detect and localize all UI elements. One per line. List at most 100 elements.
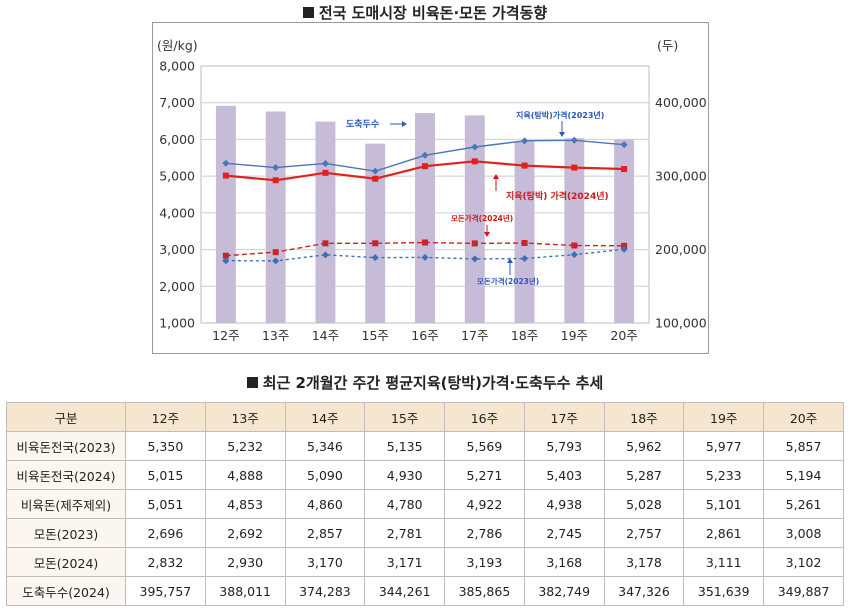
title-bullet-icon (302, 7, 314, 18)
marker-meat2024 (222, 172, 229, 179)
table-cell: 5,287 (603, 460, 685, 490)
x-axis-tick-label: 17주 (461, 328, 488, 343)
table-cell: 5,101 (683, 489, 765, 519)
x-axis-tick-label: 20주 (610, 328, 637, 343)
marker-sow2023 (620, 245, 628, 253)
table-cell: 2,745 (523, 518, 605, 548)
price-chart: 1,000 2,000 3,000 4,000 5,000 6,000 7,000 8,000… (157, 38, 707, 343)
chart-panel: 1,000 2,000 3,000 4,000 5,000 6,000 7,000 8,000… (152, 22, 709, 354)
table-cell: 4,853 (204, 489, 286, 519)
table-cell: 5,962 (603, 431, 685, 461)
marker-meat2023 (321, 159, 329, 167)
table-cell: 382,749 (523, 576, 605, 606)
table-body: 비육돈전국(2023) 5,350 5,232 5,346 5,135 5,569 5,79… (6, 431, 844, 606)
table-cell: 3,102 (763, 547, 844, 577)
table-row-label: 비육돈전국(2023) (6, 431, 126, 461)
marker-sow2023 (222, 257, 230, 265)
marker-sow2023 (371, 254, 379, 262)
table-cell: 5,194 (763, 460, 844, 490)
table-cell: 349,887 (763, 576, 844, 606)
table-row-label: 모돈(2023) (6, 518, 126, 548)
table-cell: 2,832 (125, 547, 206, 577)
left-axis-unit: (원/kg) (157, 38, 198, 53)
right-axis-tick-label: 400,000 (655, 95, 707, 110)
table-cell: 2,757 (603, 518, 685, 548)
table-cell: 4,888 (204, 460, 286, 490)
table-cell: 3,171 (364, 547, 446, 577)
annotation-arrow-head (559, 132, 565, 137)
table-header-week: 14주 (284, 402, 366, 432)
marker-meat2024 (322, 169, 329, 176)
left-axis-tick-label: 3,000 (159, 242, 195, 257)
left-axis-tick-label: 8,000 (159, 59, 195, 74)
table-cell: 5,232 (204, 431, 286, 461)
table-row: 비육돈전국(2024) 5,015 4,888 5,090 4,930 5,271 5,40… (6, 460, 844, 490)
table-header-category: 구분 (6, 402, 126, 432)
marker-meat2023 (471, 143, 479, 151)
table-header-week: 19주 (683, 402, 765, 432)
bar-slaughter (464, 115, 485, 324)
marker-meat2023 (421, 151, 429, 159)
table-header-week: 16주 (444, 402, 525, 432)
table-cell: 2,692 (204, 518, 286, 548)
marker-sow2023 (272, 257, 280, 265)
table-cell: 3,170 (284, 547, 366, 577)
table-cell: 385,865 (444, 576, 525, 606)
table-cell: 4,938 (523, 489, 605, 519)
table-cell: 3,168 (523, 547, 605, 577)
table-cell: 4,922 (444, 489, 525, 519)
table-header-week: 17주 (523, 402, 605, 432)
annotation-meat2024: 지육(탕박) 가격(2024년) (506, 190, 609, 202)
table-row-label: 도축두수(2024) (6, 576, 126, 606)
marker-sow2024 (471, 240, 478, 247)
table-cell: 5,346 (284, 431, 366, 461)
annotation-meat2023: 지육(탕박)가격(2023년) (516, 110, 604, 120)
marker-meat2023 (570, 136, 578, 144)
table-header-row: 구분 12주 13주 14주 15주 16주 17주 18주 19주 20주 (6, 402, 844, 432)
table-cell: 5,015 (125, 460, 206, 490)
marker-sow2023 (421, 253, 429, 261)
table-cell: 344,261 (364, 576, 446, 606)
table-cell: 5,350 (125, 431, 206, 461)
x-axis-tick-label: 12주 (212, 328, 239, 343)
marker-sow2023 (471, 255, 479, 263)
table-cell: 5,261 (763, 489, 844, 519)
table-row-label: 비육돈(제주제외) (6, 489, 126, 519)
table-cell: 5,028 (603, 489, 685, 519)
annotation-sow2024: 모돈가격(2024년) (451, 213, 513, 223)
table-cell: 347,326 (603, 576, 685, 606)
marker-meat2024 (422, 163, 428, 170)
marker-sow2023 (570, 251, 578, 259)
x-axis-tick-label: 13주 (262, 328, 289, 343)
table-header-week: 18주 (603, 402, 685, 432)
bar-slaughter (614, 139, 635, 323)
price-table: 구분 12주 13주 14주 15주 16주 17주 18주 19주 20주 비육돈전국(2023… (6, 402, 844, 606)
table-cell: 2,930 (204, 547, 286, 577)
marker-meat2024 (372, 175, 379, 182)
bar-slaughter (265, 111, 286, 323)
x-axis-tick-label: 16주 (411, 328, 438, 343)
bar-slaughter (365, 143, 386, 323)
table-cell: 388,011 (204, 576, 286, 606)
table-row: 도축두수(2024) 395,757 388,011 374,283 344,261 38… (6, 576, 844, 606)
left-axis-tick-label: 7,000 (159, 95, 195, 110)
annotation-slaughter: 도축두수 (346, 118, 379, 130)
x-axis-tick-label: 19주 (561, 328, 588, 343)
right-axis-tick-label: 100,000 (655, 316, 707, 331)
annotation-arrow-head (493, 174, 499, 179)
table-row-label: 모돈(2024) (6, 547, 126, 577)
annotation-arrow-head (402, 121, 407, 127)
marker-sow2024 (571, 242, 578, 249)
left-axis-tick-label: 6,000 (159, 132, 195, 147)
table-cell: 4,860 (284, 489, 366, 519)
marker-sow2023 (321, 251, 329, 259)
marker-meat2023 (620, 141, 628, 149)
table-cell: 5,090 (284, 460, 366, 490)
marker-meat2024 (272, 177, 279, 184)
table-cell: 4,930 (364, 460, 446, 490)
marker-sow2024 (272, 249, 279, 256)
table-cell: 3,193 (444, 547, 525, 577)
table-cell: 5,051 (125, 489, 206, 519)
left-axis-tick-label: 5,000 (159, 169, 195, 184)
annotation-arrow-head (484, 232, 490, 237)
